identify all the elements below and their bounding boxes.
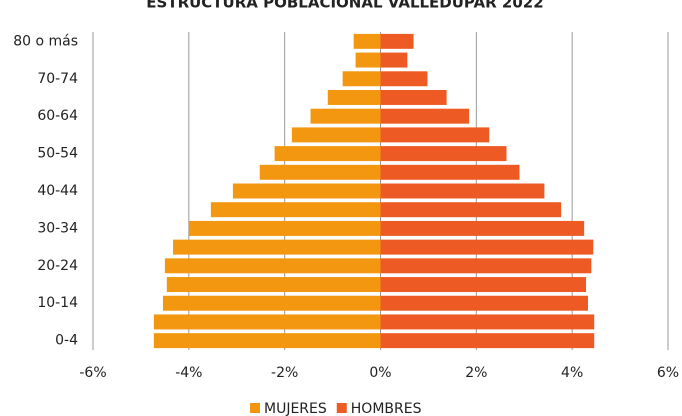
bar: [166, 277, 381, 293]
bar: [274, 146, 381, 162]
bar: [188, 220, 381, 236]
bar: [380, 89, 447, 105]
y-tick-label: 40-44: [37, 183, 78, 199]
bar: [380, 277, 587, 293]
bar: [380, 146, 507, 162]
x-tick-label: 2%: [465, 365, 487, 381]
y-tick-label: 50-54: [37, 146, 78, 162]
x-tick-label: -6%: [79, 365, 106, 381]
bar: [153, 333, 381, 349]
y-tick-label: 30-34: [37, 220, 78, 236]
bar: [380, 202, 562, 218]
y-tick-label: 70-74: [37, 71, 78, 87]
bar: [380, 239, 594, 255]
y-tick-label: 80 o más: [13, 33, 78, 49]
legend-label: HOMBRES: [351, 401, 422, 416]
bar: [210, 202, 381, 218]
legend-label: MUJERES: [264, 401, 327, 416]
bar: [162, 295, 381, 311]
legend-swatch: [336, 403, 347, 413]
legend-swatch: [250, 403, 260, 413]
x-tick-label: -4%: [175, 365, 202, 381]
x-tick-label: 4%: [561, 365, 583, 381]
bar: [355, 52, 381, 68]
bar: [380, 258, 592, 274]
bar: [380, 295, 588, 311]
bar: [259, 164, 381, 180]
bar: [291, 127, 381, 143]
bar: [353, 33, 381, 49]
bar: [380, 333, 595, 349]
bar: [380, 220, 585, 236]
x-tick-label: -2%: [271, 365, 298, 381]
bar: [173, 239, 381, 255]
bar: [380, 164, 520, 180]
bar: [380, 71, 428, 87]
chart-title: ESTRUCTURA POBLACIONAL VALLEDUPAR 2022: [146, 0, 543, 12]
x-tick-label: 0%: [369, 365, 391, 381]
x-tick-label: 6%: [657, 365, 679, 381]
bar: [327, 89, 381, 105]
bar: [380, 314, 595, 330]
bar: [164, 258, 381, 274]
bar: [380, 108, 470, 124]
y-tick-label: 0-4: [55, 333, 78, 349]
y-tick-label: 20-24: [37, 258, 78, 274]
bar: [153, 314, 381, 330]
y-tick-label: 60-64: [37, 108, 78, 124]
bar: [380, 33, 414, 49]
y-tick-label: 10-14: [37, 295, 78, 311]
bar: [342, 71, 381, 87]
bar: [380, 52, 408, 68]
bar: [380, 127, 490, 143]
bar: [310, 108, 381, 124]
bar: [380, 183, 545, 199]
bar: [232, 183, 381, 199]
